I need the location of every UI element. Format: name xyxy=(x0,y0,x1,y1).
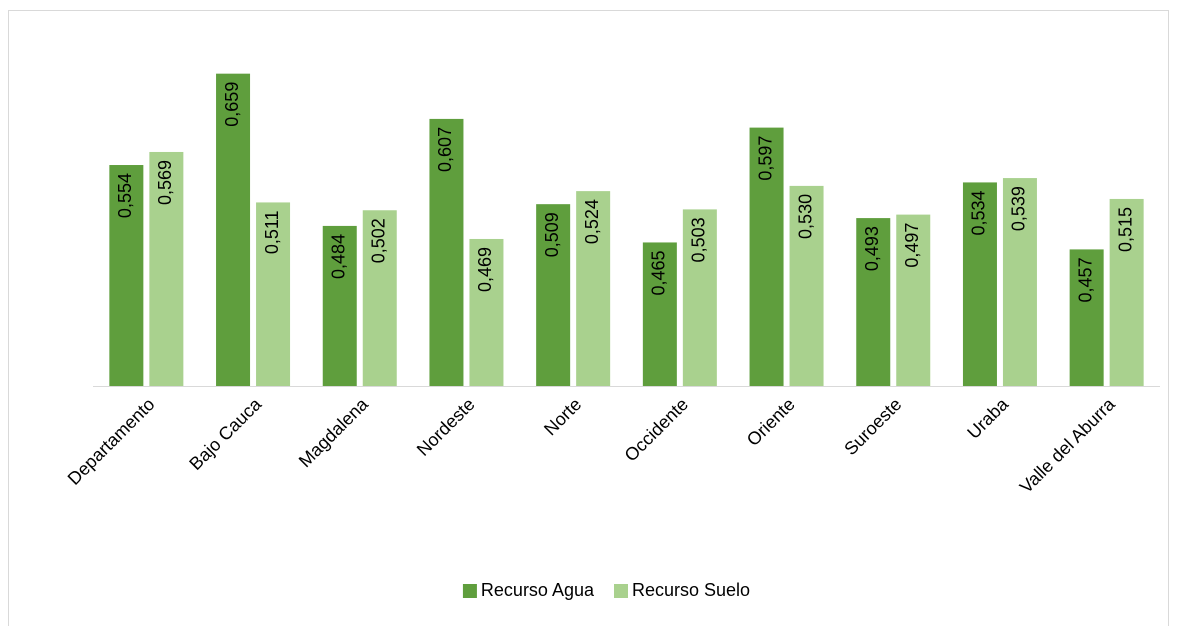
data-label: 0,469 xyxy=(475,247,495,292)
data-label: 0,509 xyxy=(542,212,562,257)
bar xyxy=(749,127,784,387)
bar xyxy=(682,209,717,386)
data-label: 0,511 xyxy=(262,210,282,254)
bar xyxy=(896,214,931,386)
data-label: 0,607 xyxy=(435,127,455,172)
bar xyxy=(216,73,251,387)
data-label: 0,457 xyxy=(1075,257,1095,302)
legend-swatch xyxy=(462,584,477,598)
data-label: 0,569 xyxy=(155,160,175,205)
bar xyxy=(856,218,891,386)
data-label: 0,534 xyxy=(969,190,989,235)
legend-label: Recurso Suelo xyxy=(632,580,750,600)
data-label: 0,503 xyxy=(689,217,709,262)
bar xyxy=(149,151,184,386)
bar xyxy=(1069,249,1104,386)
bar xyxy=(469,238,504,386)
bar xyxy=(109,165,144,386)
bar xyxy=(429,118,464,386)
legend: Recurso Agua Recurso Suelo xyxy=(462,580,750,600)
legend-label: Recurso Agua xyxy=(481,580,595,600)
data-label: 0,530 xyxy=(795,194,815,239)
data-label: 0,539 xyxy=(1009,186,1029,231)
bar xyxy=(1109,198,1144,386)
data-label: 0,659 xyxy=(222,82,242,127)
data-label: 0,497 xyxy=(902,223,922,268)
data-label: 0,524 xyxy=(582,199,602,244)
legend-swatch xyxy=(614,584,628,598)
bar xyxy=(256,202,291,386)
data-label: 0,515 xyxy=(1115,207,1135,252)
data-label: 0,554 xyxy=(115,173,135,218)
data-label: 0,493 xyxy=(862,226,882,271)
data-label: 0,465 xyxy=(649,250,669,295)
bar xyxy=(322,225,357,386)
bar xyxy=(789,185,824,386)
data-label: 0,597 xyxy=(755,136,775,181)
data-label: 0,484 xyxy=(329,234,349,279)
bar xyxy=(362,210,397,386)
bar xyxy=(962,182,997,386)
data-label: 0,502 xyxy=(369,218,389,263)
bar xyxy=(576,191,611,386)
bar xyxy=(642,242,677,386)
bar xyxy=(1002,178,1037,386)
bar xyxy=(536,204,571,386)
